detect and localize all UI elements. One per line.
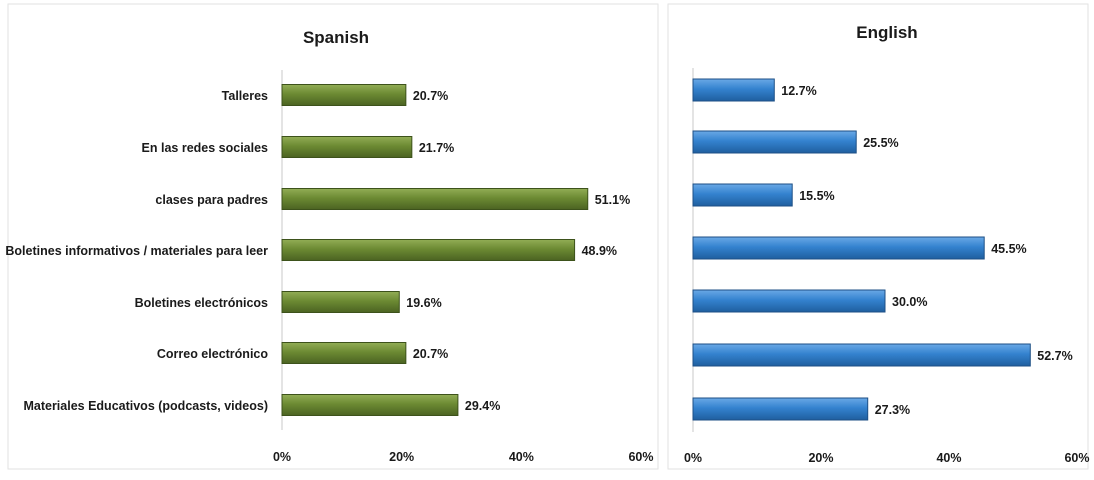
english-bar xyxy=(692,183,793,207)
spanish-value-label: 20.7% xyxy=(413,347,448,361)
english-bar xyxy=(692,130,857,154)
spanish-category-label: Boletines electrónicos xyxy=(135,296,268,310)
english-value-label: 12.7% xyxy=(781,84,816,98)
spanish-chart: Spanish Talleres En las redes sociales cla… xyxy=(5,28,653,464)
spanish-bar xyxy=(281,342,407,364)
english-bar xyxy=(692,343,1031,367)
spanish-bar xyxy=(281,84,407,106)
spanish-x-tick-label: 20% xyxy=(389,450,414,464)
spanish-x-tick-label: 40% xyxy=(509,450,534,464)
spanish-category-label: Talleres xyxy=(222,89,268,103)
english-chart-title: English xyxy=(856,23,917,42)
english-value-label: 27.3% xyxy=(875,403,910,417)
spanish-category-label: En las redes sociales xyxy=(142,141,269,155)
english-chart: English 12.7% 25.5% 15.5% 45.5% 30.0% 52.7% 27… xyxy=(684,23,1090,465)
spanish-bar xyxy=(281,136,413,158)
english-x-tick-labels: 0% 20% 40% 60% xyxy=(684,451,1090,465)
spanish-bar xyxy=(281,188,589,210)
spanish-value-label: 29.4% xyxy=(465,399,500,413)
english-value-labels: 12.7% 25.5% 15.5% 45.5% 30.0% 52.7% 27.3% xyxy=(781,84,1072,417)
spanish-panel-frame xyxy=(7,3,659,470)
english-value-label: 30.0% xyxy=(892,295,927,309)
english-x-tick-label: 60% xyxy=(1064,451,1089,465)
spanish-x-tick-label: 60% xyxy=(628,450,653,464)
spanish-category-label: Materiales Educativos (podcasts, videos) xyxy=(23,399,268,413)
spanish-value-label: 19.6% xyxy=(406,296,441,310)
english-bar xyxy=(692,78,775,102)
spanish-x-tick-label: 0% xyxy=(273,450,291,464)
spanish-category-label: clases para padres xyxy=(155,193,268,207)
spanish-bar xyxy=(281,239,576,261)
english-value-label: 25.5% xyxy=(863,136,898,150)
english-value-label: 45.5% xyxy=(991,242,1026,256)
english-x-tick-label: 20% xyxy=(808,451,833,465)
spanish-value-label: 20.7% xyxy=(413,89,448,103)
spanish-bar xyxy=(281,394,459,416)
english-bar xyxy=(692,236,985,260)
spanish-value-label: 48.9% xyxy=(582,244,617,258)
spanish-category-label: Correo electrónico xyxy=(157,347,269,361)
spanish-value-label: 51.1% xyxy=(595,193,630,207)
english-bars xyxy=(692,78,1031,421)
english-value-label: 52.7% xyxy=(1037,349,1072,363)
english-bar xyxy=(692,397,869,421)
spanish-category-label: Boletines informativos / materiales para… xyxy=(5,244,268,258)
spanish-category-labels: Talleres En las redes sociales clases para… xyxy=(5,89,268,413)
english-x-tick-label: 40% xyxy=(936,451,961,465)
spanish-bar xyxy=(281,291,400,313)
english-bar xyxy=(692,289,886,313)
spanish-chart-title: Spanish xyxy=(303,28,369,47)
spanish-value-label: 21.7% xyxy=(419,141,454,155)
english-value-label: 15.5% xyxy=(799,189,834,203)
spanish-value-labels: 20.7% 21.7% 51.1% 48.9% 19.6% 20.7% 29.4% xyxy=(406,89,630,413)
english-x-tick-label: 0% xyxy=(684,451,702,465)
spanish-bars xyxy=(281,84,589,416)
spanish-x-tick-labels: 0% 20% 40% 60% xyxy=(273,450,654,464)
